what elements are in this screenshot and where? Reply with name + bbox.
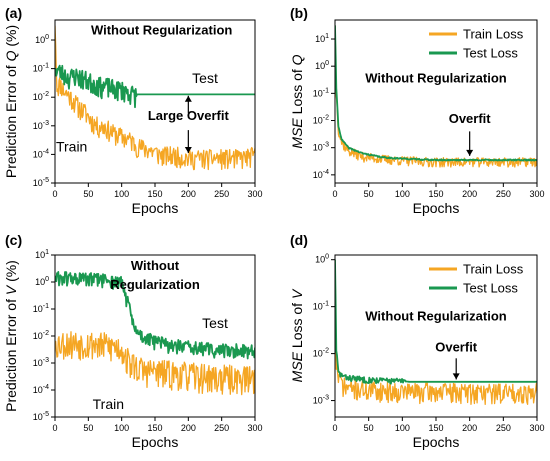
x-tick-label: 300 (247, 423, 262, 433)
y-tick-label: 10-3 (33, 357, 49, 368)
x-tick-label: 0 (52, 189, 57, 199)
y-tick-label: 100 (35, 34, 49, 45)
y-tick-label: 10-2 (33, 330, 49, 341)
annotation-text: Without Regularization (365, 309, 506, 324)
x-tick-label: 150 (428, 423, 443, 433)
x-axis-label: Epochs (132, 200, 179, 216)
y-tick-label: 10-1 (33, 303, 49, 314)
series-test-line (335, 25, 537, 162)
annotation-text: Large Overfit (148, 108, 230, 123)
x-tick-label: 300 (529, 189, 544, 199)
series-train-line (335, 25, 537, 168)
x-tick-label: 250 (496, 189, 511, 199)
x-tick-label: 250 (214, 189, 229, 199)
series-train-line (335, 259, 537, 405)
y-tick-label: 10-5 (33, 411, 49, 422)
series-test-line (55, 270, 255, 360)
y-tick-label: 101 (315, 33, 329, 44)
annotation-text: Test (192, 70, 218, 86)
x-tick-label: 0 (52, 423, 57, 433)
y-tick-label: 10-1 (313, 87, 329, 98)
arrow-head (184, 95, 192, 102)
y-tick-label: 10-3 (33, 120, 49, 131)
x-tick-label: 100 (114, 189, 129, 199)
x-tick-label: 200 (462, 189, 477, 199)
y-tick-label: 10-1 (313, 301, 329, 312)
panel-label: (c) (5, 232, 22, 248)
x-tick-label: 150 (147, 423, 162, 433)
x-tick-label: 200 (462, 423, 477, 433)
x-tick-label: 200 (181, 423, 196, 433)
y-tick-label: 10-4 (33, 148, 49, 159)
x-tick-label: 300 (247, 189, 262, 199)
panel-label: (a) (5, 5, 22, 21)
x-tick-label: 0 (332, 423, 337, 433)
x-tick-label: 100 (395, 189, 410, 199)
panel-d: 0 50 100 150 200 250 300 100 10-1 10-2 10-3 Epochs M… (289, 232, 545, 450)
x-tick-label: 100 (395, 423, 410, 433)
annotation-text: Regularization (110, 277, 200, 292)
arrow-head (184, 146, 192, 153)
y-tick-label: 100 (35, 276, 49, 287)
y-tick-label: 10-4 (313, 169, 329, 180)
x-tick-label: 150 (147, 189, 162, 199)
y-tick-label: 10-3 (313, 395, 329, 406)
x-axis-label: Epochs (132, 434, 179, 450)
legend-label: Test Loss (463, 281, 518, 296)
series-test-line (335, 259, 537, 385)
arrow-head (466, 149, 474, 156)
x-axis-label: Epochs (413, 434, 460, 450)
y-tick-label: 100 (315, 254, 329, 265)
legend-label: Test Loss (463, 46, 518, 61)
y-tick-label: 10-4 (33, 384, 49, 395)
annotation-text: Overfit (435, 339, 478, 354)
y-axis-label: MSE Loss of Q (289, 54, 305, 148)
x-tick-label: 50 (83, 423, 93, 433)
legend-label: Train Loss (463, 27, 524, 42)
x-tick-label: 200 (181, 189, 196, 199)
panel-c: 0 50 100 150 200 250 300 101 100 10-1 10-2 10-3 10-4… (3, 232, 263, 450)
annotation-text: Without Regularization (365, 70, 506, 85)
panel-b: 0 50 100 150 200 250 300 101 100 10-1 10-2 10-3 10-4… (289, 5, 545, 216)
x-tick-label: 150 (428, 189, 443, 199)
annotation-text: Test (202, 315, 228, 331)
x-tick-label: 250 (496, 423, 511, 433)
legend-label: Train Loss (463, 262, 524, 277)
annotation-text: Without (131, 258, 180, 273)
y-tick-label: 10-2 (313, 348, 329, 359)
y-axis-label: Prediction Error of Q (%) (3, 25, 19, 178)
annotation-text: Overfit (449, 111, 492, 126)
y-tick-label: 100 (315, 60, 329, 71)
annotation-text: Train (56, 139, 87, 155)
x-tick-label: 50 (83, 189, 93, 199)
series-train-line (55, 331, 255, 396)
x-tick-label: 300 (529, 423, 544, 433)
y-tick-label: 10-2 (33, 91, 49, 102)
panel-label: (d) (290, 232, 308, 248)
series-train-line (55, 25, 255, 171)
arrow-head (452, 373, 460, 380)
y-tick-label: 101 (35, 249, 49, 260)
x-tick-label: 50 (364, 423, 374, 433)
y-tick-label: 10-3 (313, 142, 329, 153)
x-axis-label: Epochs (413, 200, 460, 216)
y-tick-label: 10-2 (313, 115, 329, 126)
x-tick-label: 250 (214, 423, 229, 433)
x-tick-label: 50 (364, 189, 374, 199)
x-tick-label: 100 (114, 423, 129, 433)
y-axis-label: Prediction Error of V (%) (3, 260, 19, 412)
annotation-text: Train (93, 396, 124, 412)
y-tick-label: 10-5 (33, 177, 49, 188)
series-test-line (55, 64, 255, 109)
panel-a: 0 50 100 150 200 250 300 100 10-1 10-2 10-3 10-4 10-… (3, 5, 263, 216)
y-tick-label: 10-1 (33, 63, 49, 74)
annotation-text: Without Regularization (91, 22, 232, 37)
y-axis-label: MSE Loss of V (289, 288, 305, 382)
panel-label: (b) (290, 5, 308, 21)
x-tick-label: 0 (332, 189, 337, 199)
